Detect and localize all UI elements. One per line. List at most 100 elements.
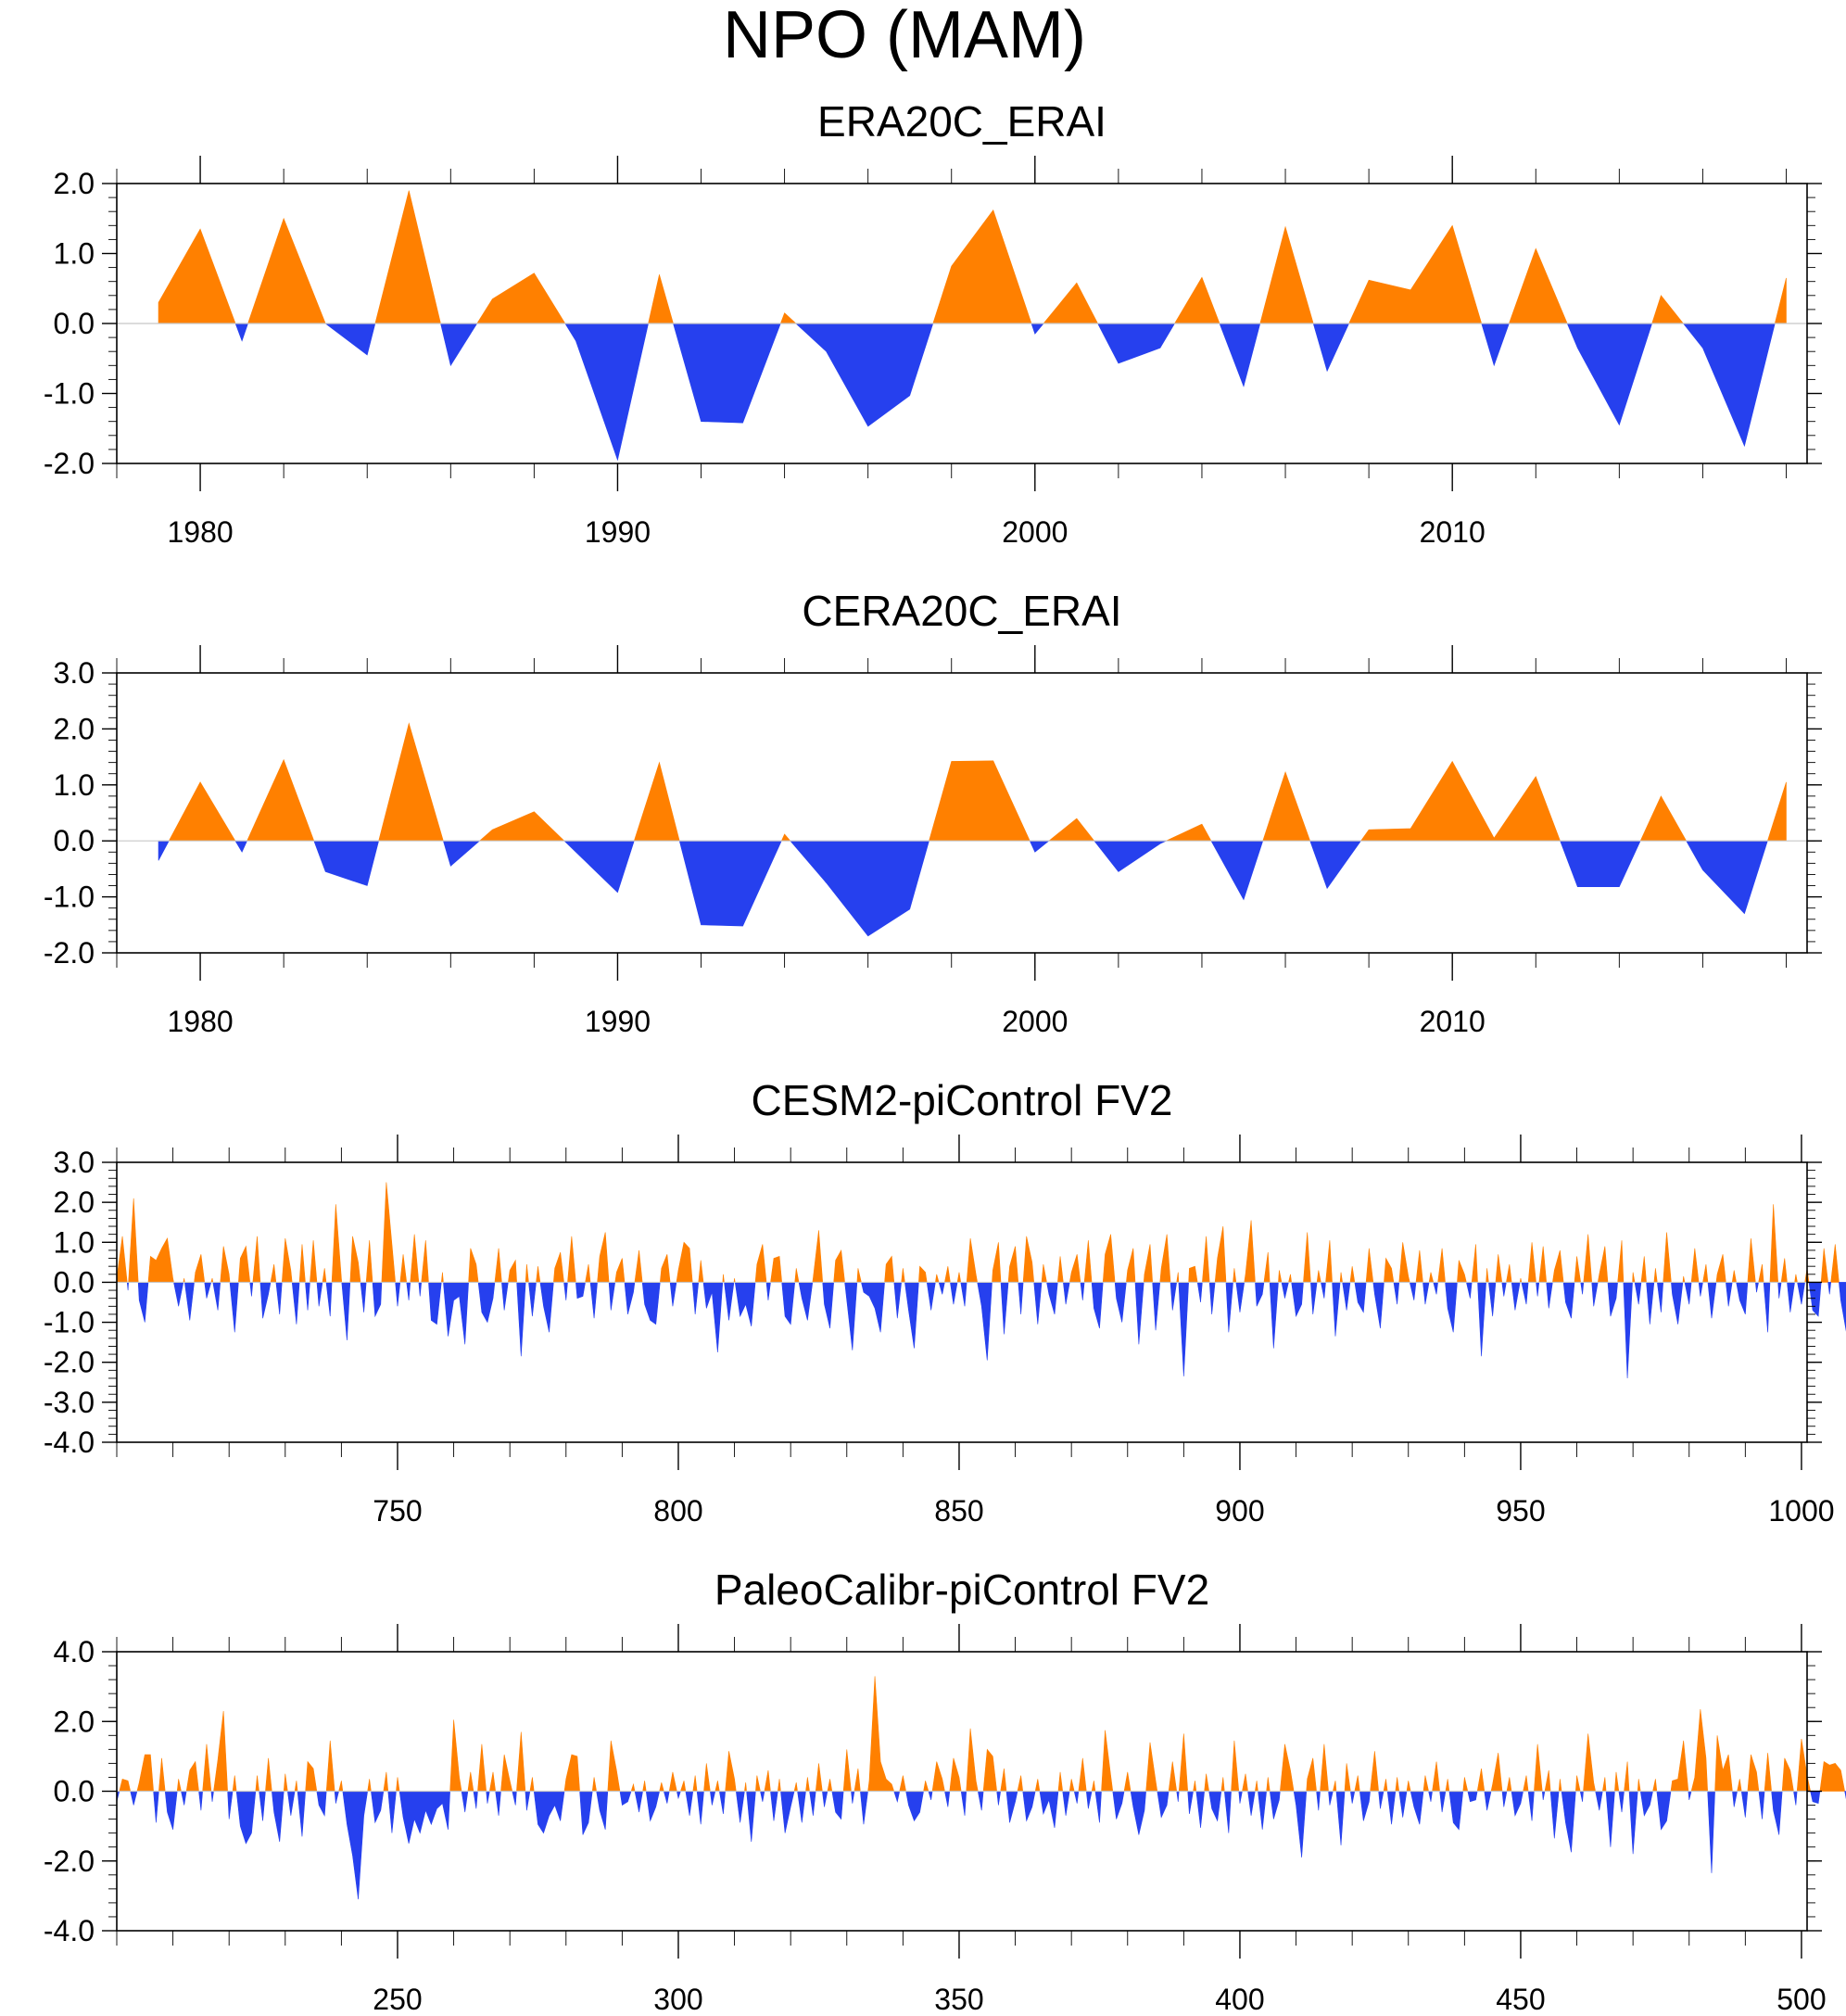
positive-area bbox=[1639, 795, 1688, 842]
negative-area bbox=[305, 1282, 310, 1311]
positive-area bbox=[1506, 1777, 1512, 1792]
positive-area bbox=[1780, 1258, 1788, 1283]
positive-area bbox=[1349, 1266, 1356, 1283]
negative-area bbox=[1793, 1791, 1798, 1806]
negative-area bbox=[928, 1791, 933, 1800]
positive-area bbox=[1266, 1777, 1271, 1792]
negative-area bbox=[641, 1282, 661, 1325]
negative-area bbox=[183, 1282, 195, 1321]
negative-area bbox=[234, 323, 248, 342]
negative-area bbox=[702, 1282, 724, 1352]
positive-area bbox=[1007, 1246, 1019, 1283]
negative-area bbox=[1309, 840, 1362, 890]
negative-area bbox=[528, 1282, 537, 1317]
negative-area bbox=[1208, 1282, 1216, 1314]
negative-area bbox=[1605, 1791, 1615, 1847]
positive-area bbox=[494, 1248, 502, 1283]
negative-area bbox=[1094, 1791, 1102, 1823]
negative-area bbox=[831, 1791, 844, 1820]
negative-area bbox=[1433, 1282, 1438, 1295]
negative-area bbox=[1763, 1282, 1771, 1333]
x-tick-label: 1980 bbox=[167, 1005, 233, 1038]
positive-area bbox=[1143, 1244, 1154, 1283]
chart-panel-era20c-erai: ERA20C_ERAI 2.0 1.0 0.0 -1.0 -2.0 1980 1990 200… bbox=[44, 97, 1822, 549]
negative-area bbox=[1707, 1791, 1715, 1873]
negative-area bbox=[181, 1791, 187, 1806]
positive-area bbox=[1544, 1769, 1551, 1792]
negative-area bbox=[1085, 1791, 1093, 1809]
negative-area bbox=[316, 1791, 327, 1817]
positive-area bbox=[714, 1781, 720, 1792]
negative-area bbox=[512, 1791, 517, 1806]
positive-area bbox=[1614, 1771, 1620, 1792]
x-tick-label: 900 bbox=[1215, 1494, 1264, 1528]
positive-area bbox=[1758, 1263, 1764, 1283]
y-tick-label: -1.0 bbox=[44, 377, 95, 411]
positive-area bbox=[1188, 1265, 1198, 1283]
positive-area bbox=[923, 1781, 929, 1792]
negative-area bbox=[844, 1282, 858, 1350]
positive-area bbox=[1320, 1743, 1329, 1792]
negative-area bbox=[428, 1282, 442, 1325]
negative-area bbox=[904, 1282, 919, 1349]
negative-area bbox=[1595, 1791, 1603, 1811]
positive-area bbox=[1316, 1270, 1321, 1283]
positive-area bbox=[1359, 760, 1561, 842]
positive-area bbox=[168, 781, 236, 842]
positive-area bbox=[692, 1775, 698, 1792]
positive-area bbox=[232, 1775, 237, 1792]
positive-area bbox=[722, 1274, 725, 1283]
negative-area bbox=[1511, 1282, 1521, 1311]
positive-area bbox=[1091, 1781, 1096, 1792]
positive-area bbox=[1348, 224, 1483, 324]
negative-area bbox=[1484, 1791, 1492, 1811]
y-tick-label: -4.0 bbox=[44, 1426, 95, 1459]
positive-area bbox=[982, 1748, 997, 1792]
negative-area bbox=[1511, 1791, 1524, 1817]
negative-area bbox=[1039, 1791, 1059, 1829]
positive-area bbox=[1617, 1240, 1625, 1283]
positive-area bbox=[1259, 225, 1314, 324]
negative-area bbox=[1549, 1791, 1560, 1839]
negative-area bbox=[398, 1791, 450, 1845]
negative-area bbox=[1046, 1282, 1058, 1315]
negative-area bbox=[372, 1282, 383, 1318]
negative-area bbox=[1187, 1791, 1194, 1815]
positive-area bbox=[856, 1268, 862, 1283]
positive-area bbox=[1766, 781, 1787, 842]
negative-area bbox=[734, 1282, 756, 1326]
negative-area bbox=[1328, 1791, 1334, 1806]
negative-area bbox=[1536, 1282, 1540, 1297]
positive-area bbox=[1178, 1733, 1189, 1792]
negative-area bbox=[1225, 1282, 1233, 1333]
positive-area bbox=[929, 760, 1030, 842]
positive-area bbox=[1174, 276, 1220, 324]
y-tick-label: -2.0 bbox=[44, 936, 95, 970]
positive-area bbox=[867, 1676, 895, 1792]
negative-area bbox=[1546, 1282, 1553, 1309]
positive-area bbox=[283, 1773, 288, 1792]
negative-area bbox=[501, 1282, 509, 1311]
x-tick-label: 750 bbox=[373, 1494, 422, 1528]
negative-area bbox=[1062, 1282, 1070, 1305]
positive-area bbox=[1344, 1763, 1351, 1792]
positive-area bbox=[467, 1771, 474, 1792]
chart-panel-cesm2-picontrol: CESM2-piControl FV2 3.0 2.0 1.0 0.0 -1.0 -2.0… bbox=[44, 1076, 1846, 1528]
positive-area bbox=[1068, 1254, 1081, 1283]
positive-area bbox=[1370, 1751, 1379, 1792]
positive-area bbox=[1288, 1274, 1292, 1283]
positive-area bbox=[1527, 1242, 1536, 1283]
negative-area bbox=[525, 1791, 531, 1811]
positive-area bbox=[1652, 1779, 1658, 1792]
positive-area bbox=[255, 1775, 259, 1792]
x-tick-label: 1000 bbox=[1768, 1494, 1834, 1528]
positive-area bbox=[396, 1777, 400, 1792]
positive-area bbox=[1445, 1779, 1450, 1792]
positive-area bbox=[679, 1781, 687, 1792]
positive-area bbox=[1519, 1278, 1523, 1283]
x-tick-label: 2010 bbox=[1420, 515, 1486, 549]
positive-area bbox=[378, 722, 444, 842]
positive-area bbox=[1034, 1779, 1041, 1792]
negative-area bbox=[1698, 1282, 1703, 1297]
y-tick-label: 0.0 bbox=[54, 307, 95, 340]
